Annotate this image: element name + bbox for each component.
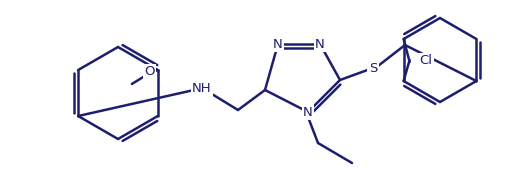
Text: N: N — [303, 106, 313, 119]
Text: Cl: Cl — [420, 55, 433, 68]
Text: O: O — [145, 66, 155, 79]
Text: N: N — [273, 38, 283, 51]
Text: NH: NH — [192, 81, 212, 94]
Text: S: S — [369, 61, 377, 74]
Text: N: N — [315, 38, 325, 51]
